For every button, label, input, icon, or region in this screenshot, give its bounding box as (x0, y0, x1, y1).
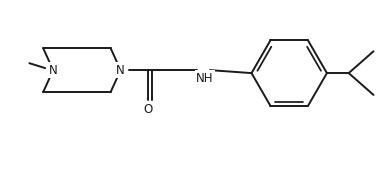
Text: NH: NH (196, 72, 214, 84)
Text: O: O (144, 103, 153, 116)
Text: N: N (49, 64, 58, 77)
Text: N: N (116, 64, 125, 77)
